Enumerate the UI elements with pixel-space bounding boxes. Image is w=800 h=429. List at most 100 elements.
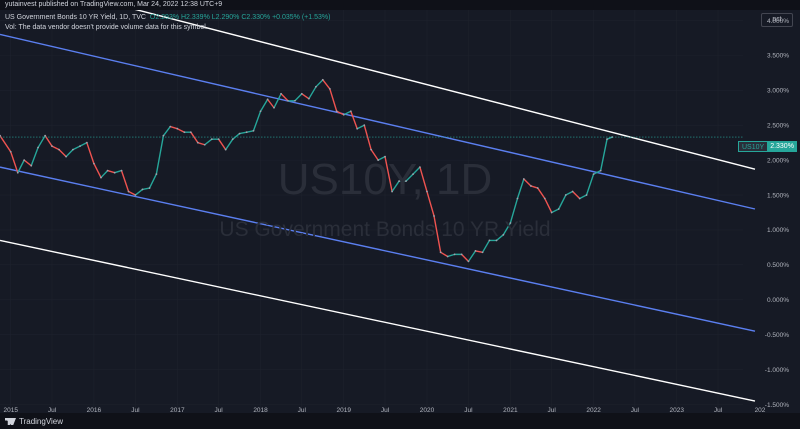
- symbol-info: US Government Bonds 10 YR Yield, 1D, TVC: [5, 14, 146, 21]
- series-point-27: [189, 131, 192, 134]
- ohlc-values: O2.293% H2.339% L2.290% C2.330% +0.035% …: [149, 14, 331, 21]
- series-point-84: [585, 194, 588, 196]
- series-point-36: [252, 129, 255, 132]
- series-segment-48: [329, 88, 338, 112]
- series-point-52: [363, 124, 366, 127]
- series-point-31: [217, 138, 220, 141]
- series-segment-84: [578, 194, 588, 200]
- x-tick-label: Jul: [381, 407, 390, 414]
- series-point-75: [522, 178, 525, 180]
- channel-line-lower-outer[interactable]: [0, 239, 756, 402]
- series-point-60: [418, 166, 421, 169]
- series-segment-55: [377, 155, 386, 161]
- series-segment-2: [10, 151, 19, 174]
- series-segment-82: [565, 190, 574, 196]
- tradingview-logo-icon: [5, 418, 16, 425]
- series-point-51: [356, 127, 359, 130]
- x-tick-label: 2016: [87, 407, 102, 414]
- series-segment-79: [544, 197, 553, 214]
- volume-note: Vol: The data vendor doesn't provide vol…: [5, 24, 208, 31]
- x-tick-label: 2020: [420, 407, 435, 414]
- series-point-80: [557, 208, 560, 210]
- y-tick-label: 1.500%: [767, 192, 789, 199]
- series-segment-10: [65, 148, 74, 158]
- series-segment-72: [495, 234, 505, 242]
- series-point-50: [349, 110, 352, 113]
- series-point-10: [72, 148, 74, 151]
- series-segment-13: [86, 141, 95, 165]
- series-segment-9: [58, 148, 67, 158]
- series-segment-49: [335, 110, 345, 116]
- series-segment-74: [509, 197, 519, 224]
- series-segment-3: [17, 159, 25, 174]
- series-point-3: [23, 159, 26, 162]
- series-point-33: [231, 138, 234, 141]
- channel-line-upper-outer[interactable]: [124, 10, 756, 170]
- series-segment-23: [155, 134, 165, 175]
- y-tick-label: 3.500%: [767, 53, 789, 60]
- series-segment-32: [217, 138, 227, 151]
- y-tick-label: 1.000%: [767, 227, 789, 234]
- series-point-11: [79, 145, 81, 148]
- chart-area[interactable]: 4.000% 3.500% 3.000% 2.500% 2.000% 1.500% 1.00…: [0, 10, 800, 408]
- tradingview-logo[interactable]: TradingView: [5, 416, 63, 427]
- series-point-40: [280, 92, 282, 95]
- series-segment-51: [350, 110, 358, 130]
- x-tick-label: 2023: [670, 407, 685, 414]
- time-scale-bar[interactable]: 2015 Jul 2016 Jul 2017 Jul 2018 Jul 2019 Jul 2020 J…: [0, 407, 800, 429]
- series-point-12: [85, 141, 88, 144]
- series-point-37: [259, 110, 262, 113]
- series-point-72: [502, 233, 505, 236]
- series-segment-39: [266, 98, 275, 109]
- series-point-21: [148, 187, 151, 189]
- time-scale[interactable]: 2015 Jul 2016 Jul 2017 Jul 2018 Jul 2019 Jul 2020 J…: [0, 405, 800, 417]
- series-point-29: [203, 143, 206, 146]
- series-segment-47: [322, 79, 331, 90]
- series-segment-25: [169, 125, 179, 130]
- series-segment-86: [592, 169, 602, 175]
- series-segment-62: [426, 190, 435, 217]
- series-point-20: [141, 188, 144, 191]
- price-unit-label[interactable]: pct: [761, 13, 793, 27]
- x-tick-label: Jul: [214, 407, 223, 414]
- series-point-83: [578, 197, 581, 200]
- series-segment-53: [363, 124, 372, 151]
- series-segment-63: [433, 215, 442, 253]
- channel-line-lower-inner[interactable]: [0, 166, 756, 332]
- series-segment-50: [343, 110, 352, 116]
- series-point-57: [398, 180, 401, 182]
- legend-header[interactable]: US Government Bonds 10 YR Yield, 1D, TVC…: [5, 13, 330, 23]
- series-point-69: [481, 251, 484, 254]
- series-point-23: [162, 134, 165, 137]
- series-segment-77: [530, 185, 539, 189]
- series-point-30: [210, 138, 213, 141]
- series-segment-24: [162, 125, 171, 137]
- series-segment-19: [127, 190, 137, 196]
- series-segment-44: [301, 93, 310, 100]
- channel-line-upper-inner[interactable]: [0, 33, 756, 210]
- x-tick-label: 2018: [253, 407, 268, 414]
- series-segment-12: [79, 141, 88, 147]
- publisher-bar: yutainvest published on TradingView.com,…: [0, 0, 800, 10]
- channel-lines[interactable]: [0, 10, 756, 402]
- series-point-53: [370, 148, 373, 151]
- y-tick-label: 4.000%: [767, 18, 789, 25]
- series-segment-45: [308, 86, 317, 100]
- x-tick-label: 202: [755, 407, 766, 414]
- series-segment-4: [23, 159, 32, 167]
- series-point-32: [224, 148, 227, 151]
- series-segment-29: [197, 141, 206, 146]
- tradingview-logo-text: TradingView: [19, 417, 64, 426]
- price-scale-background: [743, 10, 800, 408]
- series-segment-1: [0, 134, 12, 153]
- price-scale[interactable]: 4.000% 3.500% 3.000% 2.500% 2.000% 1.500% 1.00…: [765, 18, 789, 408]
- series-point-63: [439, 251, 442, 254]
- y-tick-label: 0.500%: [767, 262, 789, 269]
- price-chart[interactable]: 4.000% 3.500% 3.000% 2.500% 2.000% 1.500% 1.00…: [0, 10, 800, 408]
- series-point-59: [412, 173, 414, 175]
- series-segment-76: [523, 178, 532, 187]
- series-segment-68: [467, 250, 477, 263]
- series-point-48: [335, 110, 338, 113]
- series-segment-16: [106, 169, 116, 174]
- series-point-65: [453, 253, 456, 256]
